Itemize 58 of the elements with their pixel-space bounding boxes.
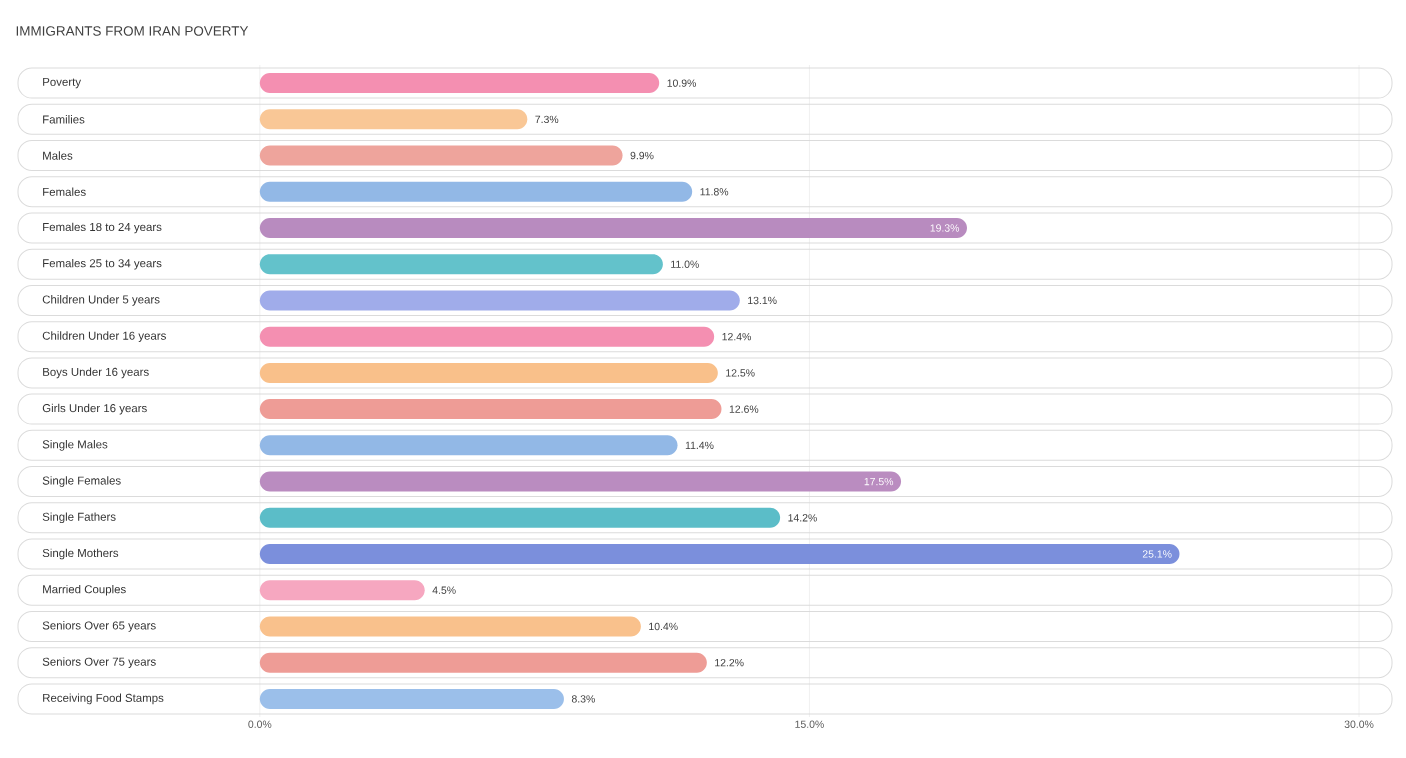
x-tick-label: 0.0%	[248, 720, 272, 728]
x-tick-label: 30.0%	[1344, 720, 1374, 728]
y-tick-label: Children Under 5 years	[42, 295, 160, 306]
data-label: 7.3%	[535, 115, 559, 124]
y-tick-label: Married Couples	[43, 584, 126, 596]
bar	[259, 218, 967, 238]
data-label: 12.6%	[729, 405, 759, 413]
y-tick-label: Single Mothers	[42, 548, 119, 560]
y-tick-label: Poverty	[43, 77, 82, 89]
y-tick-label: Children Under 16 years	[42, 331, 166, 342]
data-label: 11.4%	[685, 441, 714, 449]
bar	[259, 145, 623, 166]
bar	[259, 580, 425, 601]
data-label: 12.4%	[722, 332, 751, 341]
bar	[259, 362, 718, 383]
bar	[259, 254, 663, 275]
bar	[259, 616, 641, 637]
data-label: 17.5%	[864, 477, 894, 486]
data-label: 11.0%	[671, 260, 699, 268]
y-tick-label: Seniors Over 75 years	[42, 657, 156, 669]
data-label: 8.3%	[571, 695, 595, 703]
bar	[259, 73, 660, 94]
data-label: 11.8%	[700, 188, 729, 196]
data-label: 13.1%	[748, 296, 777, 305]
y-tick-label: Seniors Over 65 years	[42, 621, 156, 632]
data-label: 4.5%	[432, 586, 456, 594]
y-tick-label: Males	[43, 151, 73, 160]
chart-title: IMMIGRANTS FROM IRAN POVERTY	[16, 26, 249, 36]
bar	[259, 471, 902, 492]
data-label: 12.5%	[726, 369, 755, 377]
y-tick-label: Females 18 to 24 years	[43, 222, 162, 234]
y-tick-label: Families	[43, 115, 85, 124]
data-label: 10.9%	[667, 79, 696, 87]
data-label: 10.4%	[649, 622, 678, 631]
bar	[259, 326, 715, 347]
y-tick-label: Single Females	[42, 476, 121, 487]
bar	[259, 507, 781, 528]
y-tick-label: Boys Under 16 years	[43, 367, 149, 379]
bar	[259, 290, 740, 311]
y-tick-label: Girls Under 16 years	[42, 403, 147, 415]
data-label: 25.1%	[1142, 550, 1172, 558]
bar	[259, 544, 1180, 564]
bar	[259, 399, 722, 420]
bar	[259, 109, 528, 130]
bar	[259, 688, 564, 709]
y-tick-label: Single Fathers	[42, 512, 116, 524]
x-tick-label: 15.0%	[795, 720, 824, 728]
data-label: 12.2%	[715, 659, 744, 667]
y-tick-label: Single Males	[42, 440, 108, 451]
data-label: 9.9%	[630, 151, 654, 160]
data-label: 19.3%	[930, 224, 960, 232]
bar	[259, 181, 693, 202]
y-tick-label: Females 25 to 34 years	[43, 258, 162, 270]
y-tick-label: Females	[43, 187, 86, 196]
bar	[259, 652, 707, 673]
y-tick-label: Receiving Food Stamps	[43, 693, 164, 705]
bar	[259, 435, 678, 456]
data-label: 14.2%	[788, 514, 817, 522]
